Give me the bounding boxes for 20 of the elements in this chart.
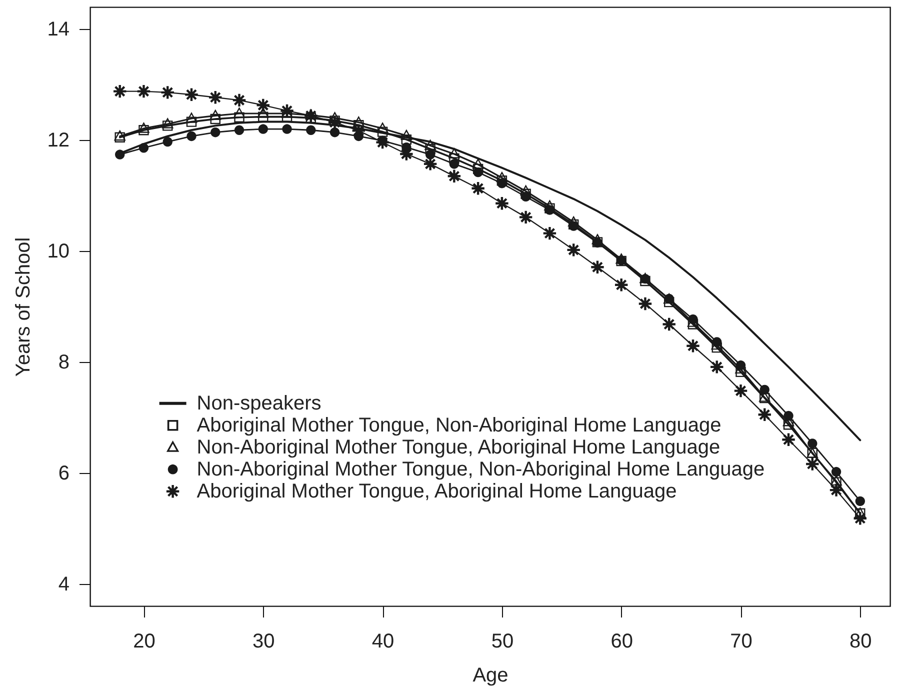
- y-tick-label: 6: [58, 462, 70, 484]
- x-tick-label: 40: [372, 630, 394, 652]
- x-tick-label: 60: [610, 630, 633, 652]
- x-tick-label: 20: [133, 630, 156, 652]
- y-axis-title: Years of School: [12, 237, 34, 377]
- x-tick-label: 50: [491, 630, 514, 652]
- y-tick-label: 12: [47, 130, 70, 152]
- legend-label: Non-Aboriginal Mother Tongue, Non-Aboriginal Home Language: [196, 458, 765, 480]
- x-tick-label: 70: [730, 630, 752, 652]
- legend-label: Non-speakers: [196, 392, 322, 414]
- x-tick-label: 80: [850, 630, 872, 652]
- x-tick-label: 30: [252, 630, 275, 652]
- y-tick-label: 14: [47, 18, 70, 41]
- y-tick-label: 10: [47, 240, 70, 263]
- x-axis-title: Age: [472, 664, 508, 686]
- y-tick-label: 8: [58, 351, 70, 374]
- legend-label: Aboriginal Mother Tongue, Aboriginal Home Language: [196, 480, 677, 502]
- legend-label: Non-Aboriginal Mother Tongue, Aboriginal Home Language: [196, 436, 720, 458]
- y-tick-label: 4: [58, 573, 70, 596]
- legend-label: Aboriginal Mother Tongue, Non-Aboriginal Home Language: [196, 414, 722, 436]
